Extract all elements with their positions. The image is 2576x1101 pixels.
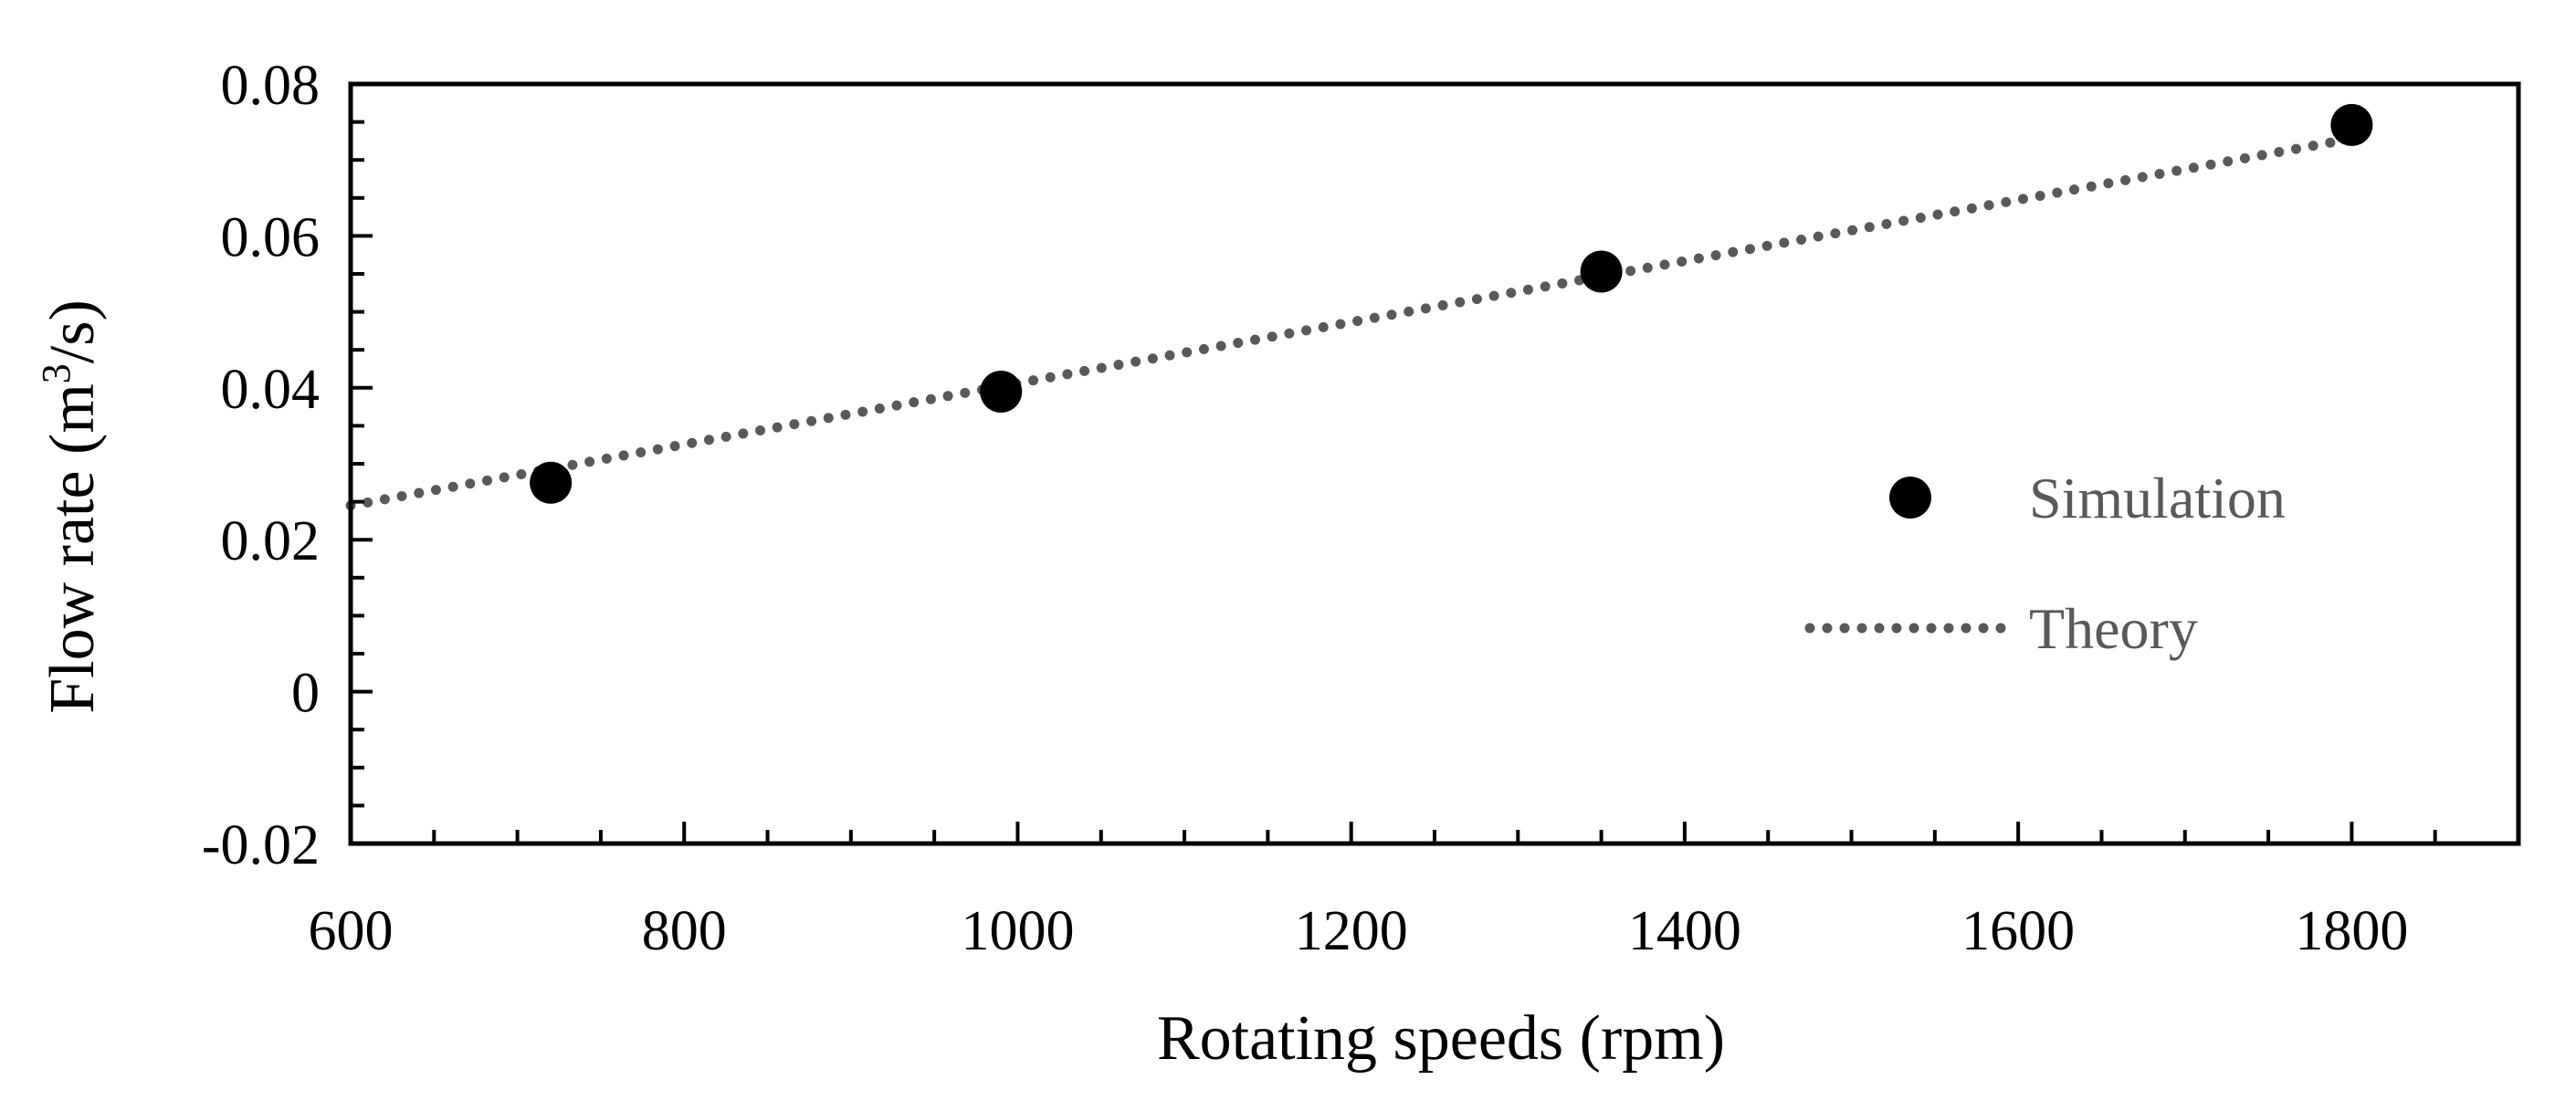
x-tick-label: 800 bbox=[642, 900, 727, 962]
x-tick-label: 1400 bbox=[1628, 900, 1741, 962]
simulation-series bbox=[530, 103, 2373, 504]
simulation-point bbox=[2330, 103, 2373, 146]
y-axis-ticks: -0.02 0 0.02 0.04 0.06 0.08 bbox=[202, 55, 373, 876]
x-tick-label: 1600 bbox=[1961, 900, 2075, 962]
y-axis-title-tail: /s) bbox=[37, 299, 108, 363]
y-tick-label: 0.04 bbox=[221, 359, 321, 421]
legend: Simulation Theory bbox=[1804, 466, 2286, 661]
x-tick-label: 1800 bbox=[2295, 900, 2408, 962]
x-axis-title: Rotating speeds (rpm) bbox=[1157, 1003, 1725, 1074]
simulation-point bbox=[530, 461, 573, 504]
y-tick-label: 0 bbox=[291, 663, 320, 725]
theory-series bbox=[345, 133, 2357, 511]
y-tick-label: 0.08 bbox=[221, 55, 321, 117]
y-tick-label: 0.06 bbox=[221, 206, 321, 268]
x-axis-ticks: 600 800 1000 1200 1400 1600 1800 bbox=[309, 822, 2520, 962]
plot-area-frame bbox=[348, 81, 2521, 846]
theory-line bbox=[345, 133, 2357, 511]
simulation-point bbox=[980, 370, 1023, 413]
simulation-point bbox=[1580, 250, 1623, 293]
legend-simulation-label: Simulation bbox=[2029, 466, 2286, 530]
y-tick-label: 0.02 bbox=[221, 510, 321, 572]
y-tick-label: -0.02 bbox=[202, 814, 320, 876]
y-axis-title-main: Flow rate (m bbox=[37, 383, 108, 714]
y-axis-title: Flow rate (m3/s) bbox=[34, 299, 108, 714]
x-tick-label: 1200 bbox=[1295, 900, 1408, 962]
x-tick-label: 600 bbox=[309, 900, 394, 962]
legend-simulation-marker bbox=[1889, 477, 1931, 519]
y-axis-title-superscript: 3 bbox=[34, 363, 79, 383]
legend-theory-label: Theory bbox=[2029, 596, 2198, 661]
x-tick-label: 1000 bbox=[961, 900, 1074, 962]
